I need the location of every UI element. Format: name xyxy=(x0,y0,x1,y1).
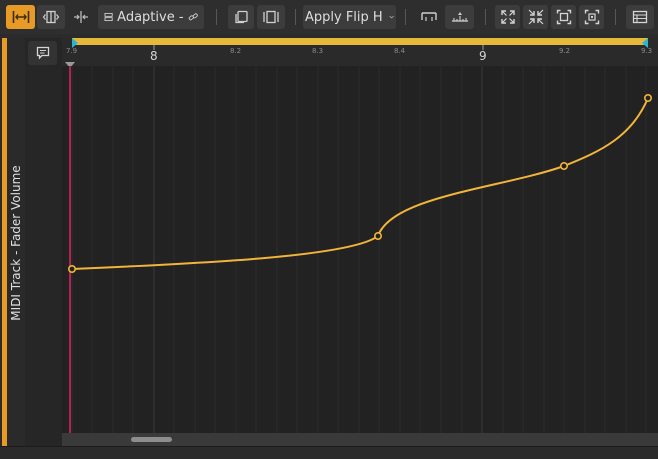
columns-icon xyxy=(263,10,279,24)
bracket-button[interactable] xyxy=(415,5,443,29)
chevron-down-icon xyxy=(389,15,394,19)
ruler-button[interactable] xyxy=(445,5,474,29)
fit-icon xyxy=(12,11,29,23)
track-color-bar xyxy=(2,38,7,452)
comment-icon xyxy=(36,46,49,60)
apply-action-dropdown[interactable]: Apply Flip H xyxy=(303,5,396,29)
collapse-icon xyxy=(528,9,543,25)
bottom-strip xyxy=(0,446,658,459)
collapse-button[interactable] xyxy=(523,5,548,29)
columns-button[interactable] xyxy=(257,5,285,29)
ruler-tick-label: 8 xyxy=(150,49,158,63)
toolbar-divider xyxy=(295,9,296,25)
toolbar-divider xyxy=(485,9,486,25)
adaptive-mode-label: Adaptive - xyxy=(117,9,184,25)
copy-icon xyxy=(235,10,248,24)
automation-point[interactable] xyxy=(559,162,568,171)
automation-point[interactable] xyxy=(643,93,652,102)
automation-point[interactable] xyxy=(68,265,77,274)
frame-icon xyxy=(556,9,571,25)
automation-curve[interactable] xyxy=(71,97,649,270)
automation-canvas[interactable] xyxy=(62,66,658,433)
apply-action-label: Apply Flip H xyxy=(305,9,383,25)
loop-end-marker[interactable] xyxy=(642,38,648,48)
toolbar-divider xyxy=(405,9,406,25)
ruler-tick-label: 9.3 xyxy=(641,47,653,55)
loop-region[interactable] xyxy=(72,38,648,45)
toolbar: Adaptive - Apply Flip H xyxy=(0,0,658,34)
focus-icon xyxy=(584,9,599,25)
adaptive-mode-button[interactable]: Adaptive - xyxy=(98,5,204,29)
playhead-handle[interactable] xyxy=(65,62,75,68)
scrollbar-thumb[interactable] xyxy=(131,437,172,442)
list-icon xyxy=(632,10,648,24)
ruler-tick-label: 9.2 xyxy=(559,47,571,55)
ruler-tick-label: 8.4 xyxy=(394,47,406,55)
ruler-icon xyxy=(451,12,468,22)
comment-button[interactable] xyxy=(28,41,57,65)
link-icon xyxy=(188,13,198,21)
cursor-icon xyxy=(74,11,88,23)
ruler-tick-label: 8.2 xyxy=(230,47,242,55)
expand-icon xyxy=(500,10,515,24)
toolbar-divider xyxy=(615,9,616,25)
ruler-tick-label: 7.9 xyxy=(66,47,78,55)
cursor-tool-button[interactable] xyxy=(67,5,95,29)
ruler-tick-label: 9 xyxy=(479,49,487,63)
split-view-button[interactable] xyxy=(37,5,65,29)
fit-horizontal-button[interactable] xyxy=(6,5,35,29)
toolbar-divider xyxy=(216,9,217,25)
track-gutter xyxy=(25,38,62,446)
layout-icon xyxy=(104,12,113,22)
automation-point[interactable] xyxy=(373,232,382,241)
loop-start-marker[interactable] xyxy=(72,38,78,48)
grid-lines xyxy=(71,66,647,433)
frame-button[interactable] xyxy=(551,5,576,29)
expand-button[interactable] xyxy=(495,5,520,29)
track-name-label: MIDI Track - Fader Volume xyxy=(9,165,23,321)
bracket-icon xyxy=(421,12,437,21)
focus-button[interactable] xyxy=(579,5,604,29)
split-icon xyxy=(42,10,60,24)
ruler-tick-label: 8.3 xyxy=(312,47,324,55)
automation-editor[interactable] xyxy=(62,66,658,433)
list-view-button[interactable] xyxy=(626,5,654,29)
track-header[interactable] xyxy=(7,38,25,452)
ruler-overlay xyxy=(65,38,648,68)
duplicate-button[interactable] xyxy=(228,5,254,29)
horizontal-scrollbar[interactable] xyxy=(62,433,658,446)
